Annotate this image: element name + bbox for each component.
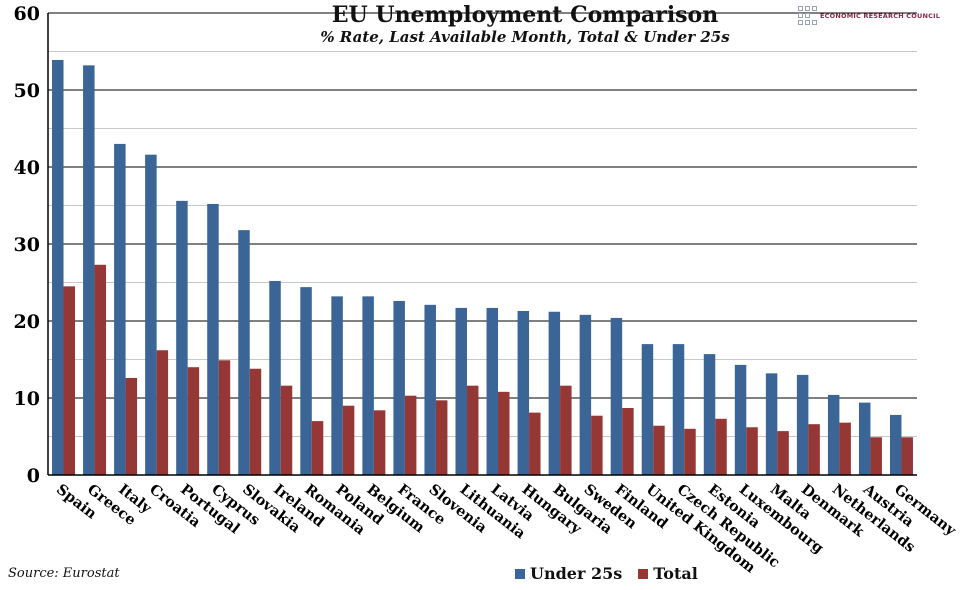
chart-title: EU Unemployment Comparison <box>331 2 719 28</box>
bar-total <box>435 400 448 475</box>
bar-total <box>94 264 107 475</box>
bar-total <box>622 408 634 475</box>
bar-total <box>901 437 913 475</box>
bar-total <box>560 385 572 475</box>
bar-total <box>777 431 789 475</box>
bar-under25 <box>207 203 219 475</box>
legend-item-under25: Under 25s <box>515 564 622 583</box>
bar-total <box>125 377 138 475</box>
bar-under25 <box>579 314 592 475</box>
bar-under25 <box>548 311 561 475</box>
bar-under25 <box>145 154 157 475</box>
bar-under25 <box>765 373 778 475</box>
bar-total <box>808 424 820 475</box>
bar-under25 <box>734 364 747 475</box>
bar-under25 <box>238 230 250 475</box>
bar-under25 <box>114 143 126 475</box>
bar-under25 <box>300 287 312 475</box>
bar-total <box>156 350 169 475</box>
y-tick-label: 40 <box>14 157 40 179</box>
legend-swatch <box>515 568 525 579</box>
bar-under25 <box>610 317 623 475</box>
y-tick-label: 50 <box>14 80 40 102</box>
bar-total <box>870 437 882 475</box>
bar-under25 <box>83 65 95 476</box>
bar-under25 <box>827 394 840 475</box>
bar-under25 <box>641 344 654 475</box>
legend-label: Under 25s <box>530 564 623 583</box>
bar-total <box>746 427 758 475</box>
bar-total <box>311 421 324 475</box>
bar-total <box>373 410 386 475</box>
bar-total <box>63 286 76 475</box>
bar-under25 <box>393 300 405 475</box>
bar-total <box>404 395 417 475</box>
bar-total <box>280 385 293 475</box>
bar-total <box>187 367 200 475</box>
bar-under25 <box>889 414 902 475</box>
y-tick-label: 20 <box>14 311 40 333</box>
y-tick-label: 10 <box>14 388 40 410</box>
y-tick-label: 60 <box>14 3 40 25</box>
bar-total <box>715 418 727 475</box>
bar-under25 <box>672 344 685 475</box>
bar-under25 <box>176 200 188 475</box>
legend-item-total: Total <box>638 564 698 583</box>
bar-total <box>684 428 696 475</box>
logo-text: ECONOMIC RESEARCH COUNCIL <box>820 11 941 20</box>
erc-logo: ECONOMIC RESEARCH COUNCIL <box>798 6 940 25</box>
bar-under25 <box>858 402 871 475</box>
bar-total <box>218 360 231 475</box>
bar-under25 <box>331 296 343 475</box>
legend-swatch <box>638 568 649 579</box>
bar-under25 <box>52 59 64 475</box>
bar-under25 <box>796 374 809 475</box>
source-note: Source: Eurostat <box>8 566 120 581</box>
y-tick-label: 30 <box>14 234 40 256</box>
bar-total <box>839 422 851 475</box>
y-tick-label: 0 <box>27 465 40 487</box>
legend-label: Total <box>653 564 698 583</box>
bar-total <box>591 415 603 475</box>
bar-total <box>653 425 665 475</box>
logo-grid-icon <box>798 6 817 25</box>
bar-total <box>529 412 541 475</box>
bar-total <box>342 405 355 475</box>
bar-under25 <box>424 304 436 475</box>
bar-under25 <box>269 280 281 475</box>
bar-total <box>498 391 510 475</box>
legend: Under 25s Total <box>515 564 714 583</box>
bar-total <box>466 385 479 475</box>
bar-total <box>249 368 262 475</box>
bar-under25 <box>362 296 374 475</box>
chart-subtitle: % Rate, Last Available Month, Total & Un… <box>320 28 730 46</box>
bar-under25 <box>486 307 499 475</box>
bar-under25 <box>517 310 530 475</box>
bar-under25 <box>455 307 467 475</box>
bar-under25 <box>703 354 716 475</box>
